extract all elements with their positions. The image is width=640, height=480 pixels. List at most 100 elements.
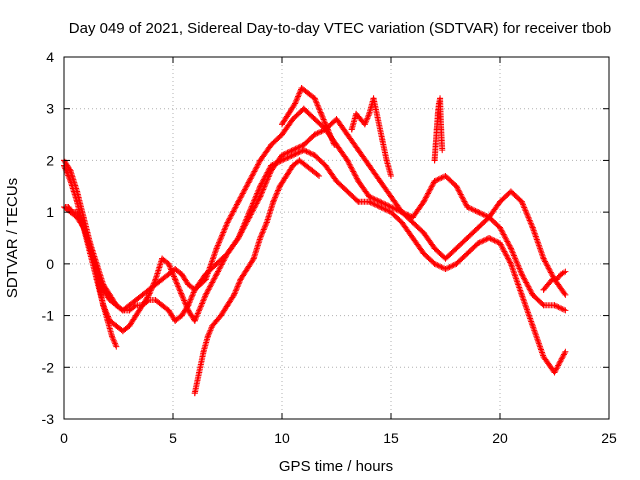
data-point (499, 244, 506, 251)
data-point (208, 260, 215, 267)
data-point (522, 278, 529, 285)
data-point (354, 197, 361, 204)
data-point (296, 89, 303, 96)
data-point (540, 352, 547, 359)
data-point (316, 106, 323, 113)
data-point (555, 361, 562, 368)
data-point (284, 154, 291, 161)
data-point (213, 246, 220, 253)
data-point (189, 292, 196, 299)
data-point (311, 95, 318, 102)
data-point (112, 342, 119, 349)
data-point (275, 186, 282, 193)
data-point (519, 293, 526, 300)
data-point (430, 180, 437, 187)
data-point (199, 299, 206, 306)
data-point (349, 167, 356, 174)
data-point (232, 204, 239, 211)
data-point (236, 196, 243, 203)
data-point (545, 265, 552, 272)
data-point (512, 256, 519, 263)
data-point (263, 220, 270, 227)
data-point (254, 162, 261, 169)
data-point (554, 303, 561, 310)
data-point (526, 286, 533, 293)
data-point (224, 219, 231, 226)
data-point (188, 295, 195, 302)
data-point (213, 245, 220, 252)
data-point (281, 150, 288, 157)
data-point (477, 238, 484, 245)
data-point (68, 207, 75, 214)
data-point (510, 252, 517, 259)
data-point (165, 260, 172, 267)
data-point (546, 266, 553, 273)
data-point (540, 254, 547, 261)
data-point (210, 254, 217, 261)
data-point (535, 340, 542, 347)
data-point (234, 283, 241, 290)
data-point (515, 264, 522, 271)
data-point (219, 232, 226, 239)
data-point (523, 208, 530, 215)
data-point (225, 218, 232, 225)
data-point (236, 197, 243, 204)
data-point (265, 166, 272, 173)
data-point (214, 269, 221, 276)
data-point (280, 156, 287, 163)
data-point (279, 152, 285, 159)
data-point (345, 158, 352, 165)
data-point (559, 354, 566, 361)
data-point (192, 316, 199, 323)
data-point (500, 231, 507, 238)
data-point (110, 337, 117, 344)
series-track-h (431, 95, 446, 164)
data-point (528, 289, 535, 296)
data-point (303, 148, 310, 155)
data-point (235, 280, 242, 287)
data-point (315, 105, 322, 112)
data-point (386, 203, 393, 210)
data-point (66, 175, 73, 182)
data-point (420, 198, 427, 205)
data-point (231, 290, 238, 297)
data-point (378, 199, 385, 206)
data-point (291, 146, 298, 153)
data-point (239, 191, 246, 198)
data-point (322, 120, 329, 127)
data-point (249, 201, 256, 208)
data-point (521, 299, 528, 306)
data-point (74, 210, 81, 217)
data-point (392, 205, 399, 212)
data-point (447, 263, 454, 270)
data-point (256, 184, 263, 191)
data-point (475, 209, 482, 216)
data-point (383, 207, 390, 214)
data-point (522, 302, 529, 309)
data-point (456, 188, 463, 195)
data-point (457, 190, 464, 197)
data-point (455, 187, 462, 194)
data-point (247, 206, 254, 213)
data-point (191, 317, 198, 324)
data-point (538, 346, 545, 353)
data-point (261, 225, 268, 232)
data-point (552, 368, 559, 375)
data-point (178, 291, 185, 298)
data-point (511, 271, 518, 278)
data-point (320, 115, 327, 122)
data-point (228, 212, 235, 219)
data-point (539, 251, 546, 258)
data-point (555, 362, 562, 369)
data-point (79, 222, 86, 229)
data-point (324, 126, 331, 133)
data-point (325, 129, 332, 136)
data-point (385, 207, 392, 214)
data-point (283, 150, 290, 157)
data-point (504, 239, 511, 246)
data-point (327, 133, 334, 140)
data-point (509, 249, 516, 256)
data-point (270, 198, 277, 205)
data-point (536, 245, 543, 252)
data-point (252, 165, 259, 172)
